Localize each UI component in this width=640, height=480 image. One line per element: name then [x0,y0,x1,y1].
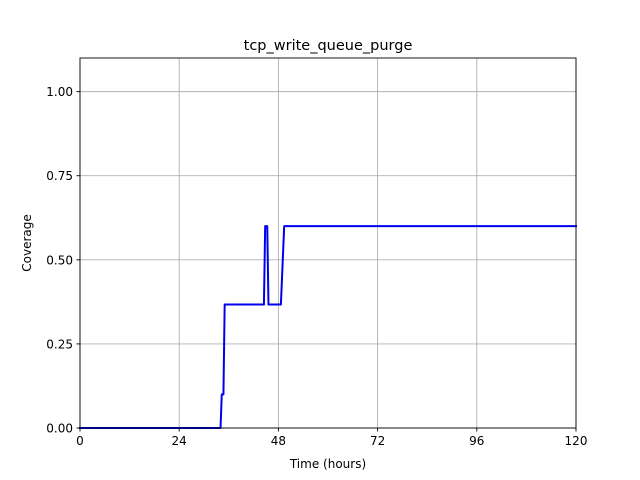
y-tick-label: 0.00 [46,422,73,436]
y-tick-label: 0.50 [46,253,73,267]
x-tick-label: 0 [76,434,84,448]
x-tick-label: 72 [370,434,385,448]
x-tick-label: 96 [469,434,484,448]
series-layer [79,225,577,429]
y-tick-label: 0.25 [46,337,73,351]
x-tick-label: 48 [271,434,286,448]
x-axis-label: Time (hours) [289,457,366,471]
coverage-series-line [79,225,577,429]
ticks: 0 24 48 72 96 120 0.00 0.25 0.50 0.75 1.00 [46,85,587,448]
y-tick-label: 1.00 [46,85,73,99]
x-tick-label: 120 [565,434,588,448]
x-tick-label: 24 [172,434,187,448]
y-tick-label: 0.75 [46,169,73,183]
y-axis-label: Coverage [20,214,34,272]
plot-frame [79,57,577,429]
grid [79,58,577,429]
chart-title: tcp_write_queue_purge [244,38,413,54]
